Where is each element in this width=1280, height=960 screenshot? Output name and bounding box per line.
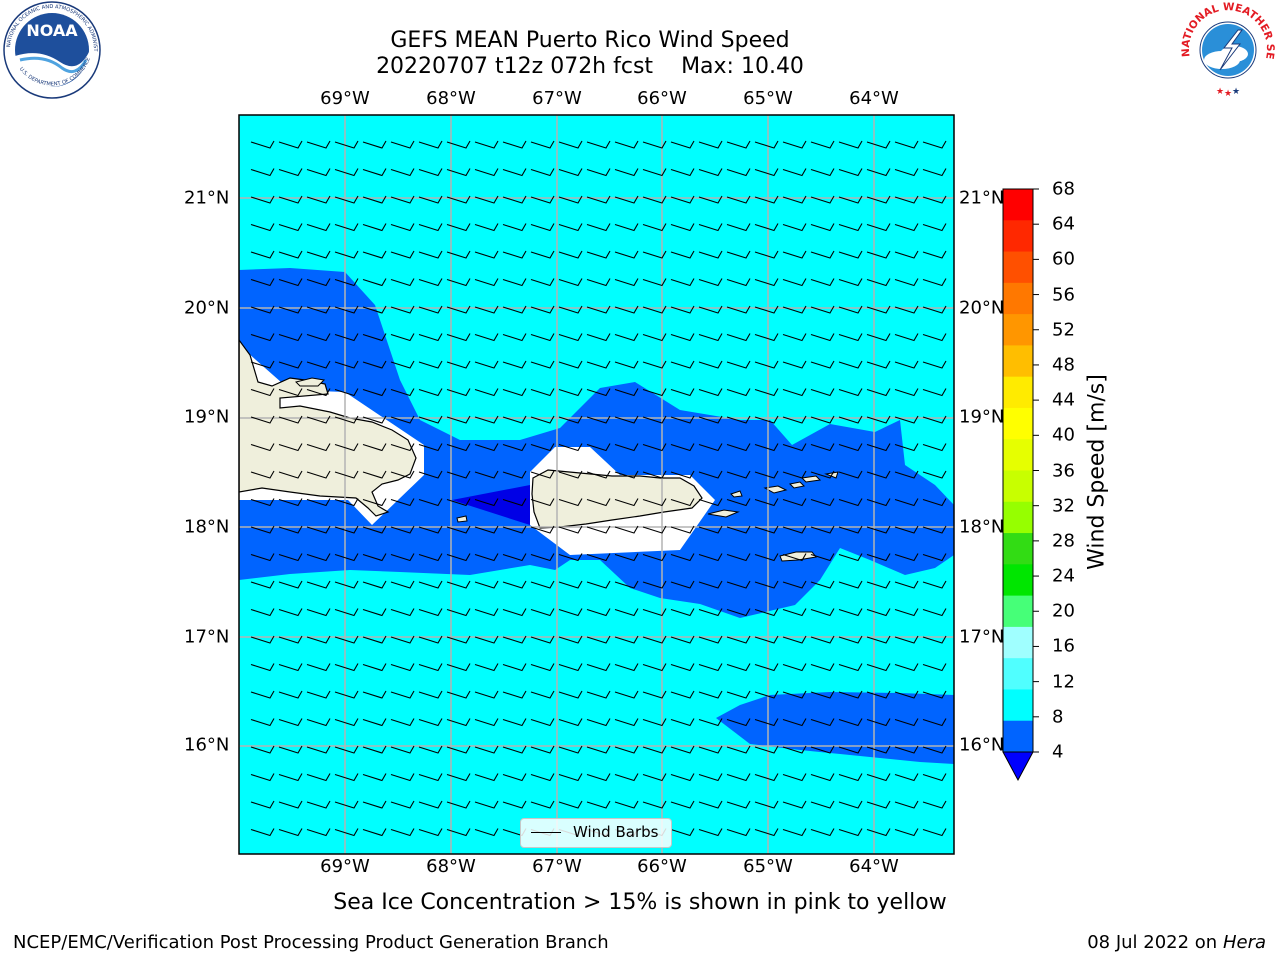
lon-label-bottom-69w: 69°W: [320, 856, 370, 877]
colorbar-label: Wind Speed [m/s]: [1084, 374, 1110, 570]
lat-label-right-17n: 17°N: [959, 626, 1005, 648]
land-tortuga: [295, 377, 326, 387]
lon-label-top-66w: 66°W: [637, 88, 687, 109]
svg-text:★: ★: [1216, 87, 1224, 97]
colorbar-tick-label: 48: [1052, 354, 1075, 376]
colorbar-band: [1003, 314, 1033, 346]
lon-label-bottom-65w: 65°W: [743, 856, 793, 877]
lat-label-right-16n: 16°N: [959, 734, 1005, 756]
colorbar-tick-label: 56: [1052, 284, 1075, 306]
colorbar-tick-label: 52: [1052, 319, 1075, 341]
lat-label-left-21n: 21°N: [184, 187, 230, 209]
lon-label-top-69w: 69°W: [320, 88, 370, 109]
lon-label-bottom-64w: 64°W: [849, 856, 899, 877]
lon-label-top-65w: 65°W: [743, 88, 793, 109]
land-st-john: [788, 481, 806, 489]
colorbar: [1002, 188, 1039, 782]
sea-ice-note: Sea Ice Concentration > 15% is shown in …: [333, 890, 947, 915]
colorbar-band: [1003, 689, 1033, 722]
colorbar-band: [1003, 658, 1033, 690]
colorbar-band: [1003, 282, 1033, 315]
colorbar-tick-label: 44: [1052, 389, 1075, 411]
land-st-croix: [779, 551, 817, 562]
svg-text:NOAA: NOAA: [26, 21, 78, 40]
colorbar-band: [1003, 439, 1033, 471]
colorbar-band: [1003, 189, 1033, 221]
chart-subtitle: 20220707 t12z 072h fcst Max: 10.40: [0, 54, 1180, 80]
map-frame: [238, 114, 955, 855]
colorbar-band: [1003, 533, 1033, 565]
colorbar-tick-label: 40: [1052, 424, 1075, 446]
wind-barb-legend: Wind Barbs: [520, 818, 672, 848]
lon-label-top-68w: 68°W: [426, 88, 476, 109]
colorbar-tick-label: 28: [1052, 530, 1075, 552]
colorbar-tick-label: 64: [1052, 213, 1075, 235]
colorbar-band: [1003, 376, 1033, 409]
colorbar-band: [1003, 470, 1033, 503]
colorbar-band: [1003, 720, 1033, 753]
land-vieques: [707, 509, 740, 518]
colorbar-tick-label: 32: [1052, 495, 1075, 517]
lat-label-left-18n: 18°N: [184, 516, 230, 538]
land-mona: [456, 515, 468, 523]
land-puerto-rico: [531, 469, 703, 529]
lat-label-left-19n: 19°N: [184, 406, 230, 428]
lon-label-bottom-68w: 68°W: [426, 856, 476, 877]
max-value-label: Max: 10.40: [681, 54, 804, 79]
noaa-logo: NOAA NATIONAL OCEANIC AND ATMOSPHERIC AD…: [0, 0, 101, 99]
lon-label-top-64w: 64°W: [849, 88, 899, 109]
colorbar-tick-label: 8: [1052, 706, 1064, 728]
colorbar-tick-label: 24: [1052, 565, 1075, 587]
forecast-run-label: 20220707 t12z 072h fcst: [376, 54, 654, 79]
lat-label-right-18n: 18°N: [959, 516, 1005, 538]
colorbar-tick-label: 20: [1052, 600, 1075, 622]
svg-text:★: ★: [1224, 89, 1232, 99]
footer-date-text: 08 Jul 2022 on: [1087, 932, 1218, 953]
footer-date: 08 Jul 2022 on Hera: [1087, 932, 1266, 953]
lat-label-right-19n: 19°N: [959, 406, 1005, 428]
colorbar-under-arrow: [1002, 751, 1034, 782]
colorbar-tick-label: 68: [1052, 178, 1075, 200]
colorbar-band: [1003, 564, 1033, 597]
lat-label-right-20n: 20°N: [959, 297, 1005, 319]
lon-label-top-67w: 67°W: [532, 88, 582, 109]
nws-logo: NATIONAL WEATHER SERVICE ★ ★ ★: [1176, 0, 1276, 99]
legend-label: Wind Barbs: [573, 823, 659, 841]
colorbar-band: [1003, 345, 1033, 378]
land-st-thomas: [763, 485, 788, 494]
svg-text:★: ★: [1232, 87, 1240, 97]
colorbar-tick-label: 4: [1052, 741, 1064, 763]
footer-branch: NCEP/EMC/Verification Post Processing Pr…: [13, 932, 609, 953]
colorbar-band: [1003, 220, 1033, 253]
lat-label-left-20n: 20°N: [184, 297, 230, 319]
lat-label-right-21n: 21°N: [959, 187, 1005, 209]
land-tortola: [800, 475, 822, 483]
colorbar-tick-label: 60: [1052, 248, 1075, 270]
colorbar-tick-label: 36: [1052, 460, 1075, 481]
colorbar-band: [1003, 501, 1033, 534]
chart-title: GEFS MEAN Puerto Rico Wind Speed: [390, 28, 790, 53]
lon-label-bottom-67w: 67°W: [532, 856, 582, 877]
lon-label-bottom-66w: 66°W: [637, 856, 687, 877]
graticule: [239, 115, 954, 854]
colorbar-band: [1003, 595, 1033, 628]
colorbar-band: [1003, 251, 1033, 284]
footer-machine: Hera: [1222, 932, 1266, 953]
colorbar-band: [1003, 407, 1033, 440]
lat-label-left-16n: 16°N: [184, 734, 230, 756]
colorbar-band: [1003, 626, 1033, 659]
land-culebra: [730, 490, 743, 498]
colorbar-tick-label: 16: [1052, 635, 1075, 657]
colorbar-tick-label: 12: [1052, 671, 1075, 693]
legend-line-icon: [531, 832, 561, 833]
lat-label-left-17n: 17°N: [184, 626, 230, 648]
